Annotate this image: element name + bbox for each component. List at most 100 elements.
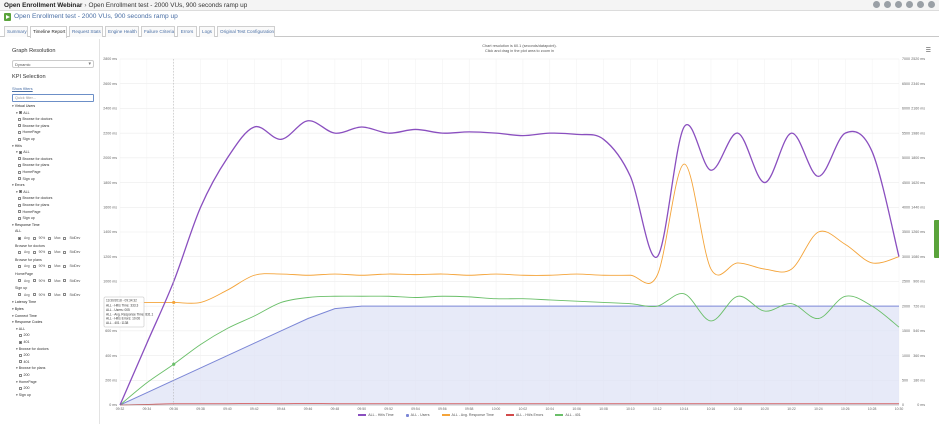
response-codes-subgroup[interactable]: ▾Browse for plans — [16, 366, 45, 371]
timeline-chart[interactable]: Chart resolution is 60.1 (seconds/datapo… — [100, 39, 939, 424]
expand-arrow-icon[interactable]: ▾ — [12, 320, 14, 325]
kpi-group[interactable]: ▾Hit/s — [12, 144, 22, 149]
expand-arrow-icon[interactable]: ▾ — [16, 346, 18, 351]
response-time-option[interactable]: Avg — [18, 279, 30, 284]
response-codes-group[interactable]: ▾Response Codes — [12, 320, 42, 325]
checkbox[interactable] — [18, 236, 21, 240]
expand-arrow-icon[interactable]: ▾ — [12, 183, 14, 188]
kpi-item[interactable]: ▾ ALL — [16, 111, 30, 116]
show-filters-link[interactable]: Show filters — [12, 86, 33, 91]
checkbox[interactable] — [19, 360, 22, 364]
refresh-icon[interactable] — [917, 1, 924, 8]
checkbox[interactable] — [18, 137, 21, 141]
response-time-option[interactable]: Avg — [18, 264, 30, 269]
checkbox[interactable] — [19, 373, 22, 377]
tab-summary[interactable]: Summary — [4, 26, 28, 37]
checkbox[interactable] — [18, 210, 21, 214]
expand-arrow-icon[interactable]: ▾ — [16, 379, 18, 384]
checkbox[interactable] — [18, 163, 21, 167]
tab-errors[interactable]: Errors — [177, 26, 197, 37]
link-icon[interactable] — [873, 1, 880, 8]
expand-arrow-icon[interactable]: ▾ — [12, 104, 14, 108]
expand-arrow-icon[interactable]: ▾ — [12, 300, 14, 305]
breadcrumb-project[interactable]: Open Enrollment Webinar — [4, 2, 83, 9]
checkbox[interactable] — [18, 216, 21, 220]
checkbox[interactable] — [63, 250, 67, 254]
response-time-option[interactable]: 90% — [32, 279, 45, 284]
checkbox[interactable] — [63, 265, 67, 269]
checkbox[interactable] — [63, 279, 67, 283]
checkbox[interactable] — [18, 117, 21, 121]
legend-item[interactable]: ALL - Avg. Response Time — [441, 413, 494, 417]
response-time-option[interactable]: Avg — [18, 250, 30, 255]
kpi-group[interactable]: ▾Errors — [12, 183, 25, 188]
kpi-group[interactable]: ▾Virtual Users — [12, 104, 35, 109]
response-codes-subgroup[interactable]: ▾HomePage — [16, 380, 37, 385]
breadcrumb-test[interactable]: Open Enrollment test - 2000 VUs, 900 sec… — [88, 2, 248, 9]
checkbox[interactable] — [48, 279, 52, 283]
response-time-option[interactable]: StdDev — [63, 264, 80, 269]
expand-arrow-icon[interactable]: ▾ — [16, 110, 18, 115]
tab-request-stats[interactable]: Request Stats — [69, 26, 103, 37]
tab-original-test-configuration[interactable]: Original Test Configuration — [217, 26, 275, 37]
response-code-item[interactable]: 200 — [19, 373, 30, 378]
response-code-item[interactable]: 200 — [19, 353, 30, 358]
expand-arrow-icon[interactable]: ▾ — [16, 189, 18, 194]
kpi-item[interactable]: Browse for plans — [18, 163, 49, 168]
kpi-item[interactable]: Browse for plans — [18, 124, 49, 129]
checkbox[interactable] — [18, 170, 21, 174]
expand-arrow-icon[interactable]: ▾ — [16, 366, 18, 371]
response-time-option[interactable]: StdDev — [63, 279, 80, 284]
response-time-option[interactable]: Max — [48, 293, 60, 298]
checkbox[interactable] — [32, 250, 36, 254]
checkbox[interactable] — [32, 279, 36, 283]
kpi-item[interactable]: Browse for doctors — [18, 117, 52, 122]
legend-item[interactable]: ALL - 401 — [555, 413, 581, 417]
checkbox[interactable] — [32, 265, 36, 269]
kpi-item[interactable]: HomePage — [18, 170, 40, 175]
checkbox[interactable] — [18, 124, 21, 128]
latency-time-group[interactable]: ▾Latency Time — [12, 300, 36, 305]
graph-resolution-select[interactable]: Dynamic — [12, 60, 94, 68]
checkbox[interactable] — [18, 196, 21, 200]
checkbox[interactable] — [19, 340, 22, 344]
response-time-option[interactable]: 90% — [32, 250, 45, 255]
checkbox[interactable] — [18, 293, 21, 297]
response-code-item[interactable]: 200 — [19, 333, 30, 338]
checkbox[interactable] — [32, 293, 36, 297]
tab-engine-health[interactable]: Engine Health — [105, 26, 139, 37]
kpi-item[interactable]: Browse for plans — [18, 203, 49, 208]
kpi-item[interactable]: Sign up — [18, 216, 35, 221]
checkbox[interactable] — [18, 130, 21, 134]
response-time-option[interactable]: Avg — [18, 293, 30, 298]
response-codes-subgroup[interactable]: ▾Sign up — [16, 393, 31, 398]
tab-timeline-report[interactable]: Timeline Report — [30, 26, 67, 38]
hamburger-menu-icon[interactable]: ☰ — [925, 48, 931, 54]
checkbox[interactable] — [19, 353, 22, 357]
expand-arrow-icon[interactable]: ▾ — [12, 222, 14, 227]
checkbox[interactable] — [48, 293, 52, 297]
checkbox[interactable] — [32, 236, 36, 240]
quick-filter-input[interactable]: Quick filter... — [12, 94, 94, 102]
response-time-option[interactable]: 90% — [32, 264, 45, 269]
legend-item[interactable]: ALL - Hit/s Errors — [505, 413, 543, 417]
checkbox[interactable] — [19, 333, 22, 337]
response-time-option[interactable]: Max — [48, 236, 60, 241]
expand-arrow-icon[interactable]: ▾ — [12, 313, 14, 318]
checkbox[interactable] — [18, 150, 22, 154]
checkbox[interactable] — [48, 265, 52, 269]
response-time-option[interactable]: 90% — [32, 236, 45, 241]
response-time-group[interactable]: ▾Response Time — [12, 223, 40, 228]
share-icon[interactable] — [906, 1, 913, 8]
checkbox[interactable] — [18, 203, 21, 207]
response-code-item[interactable]: 401 — [19, 360, 30, 365]
response-time-option[interactable]: StdDev — [63, 236, 80, 241]
kpi-item[interactable]: HomePage — [18, 130, 40, 135]
checkbox[interactable] — [18, 157, 21, 161]
expand-arrow-icon[interactable]: ▾ — [12, 143, 14, 148]
kpi-item[interactable]: ▾ ALL — [16, 190, 30, 195]
response-time-option[interactable]: Max — [48, 250, 60, 255]
response-time-option[interactable]: StdDev — [63, 250, 80, 255]
comment-icon[interactable] — [884, 1, 891, 8]
checkbox[interactable] — [63, 236, 67, 240]
